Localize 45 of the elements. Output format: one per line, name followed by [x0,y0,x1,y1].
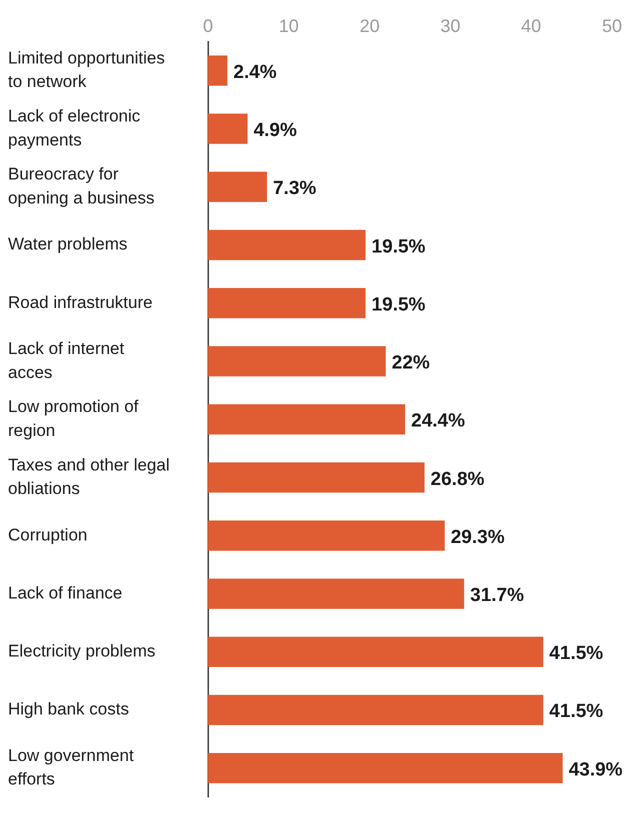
y-tick-label: Lack of finance [8,583,122,602]
y-tick-label: Road infrastrukture [8,292,153,312]
bar [208,404,406,435]
x-tick-label: 0 [202,16,214,36]
data-label: 19.5% [372,236,426,258]
bar [208,753,563,784]
bar [208,114,248,144]
data-label: 29.3% [450,526,505,548]
bar [208,288,366,318]
bar [208,520,445,551]
y-tick-label: Taxes and other legal obliations [8,455,170,498]
data-label: 26.8% [430,468,485,490]
x-tick-label: 50 [602,16,622,36]
bar [208,694,544,726]
x-tick-label: 40 [521,16,542,36]
y-tick-label: High bank costs [8,700,129,719]
data-label: 41.5% [549,643,604,664]
bar [208,230,366,260]
data-label: 43.9% [568,759,623,780]
y-tick-label: Low promotion of region [8,397,139,440]
data-label: 4.9% [254,120,298,142]
y-tick-label: Bureocracy for opening a business [8,164,155,208]
y-tick-label: Electricity problems [8,642,156,661]
x-tick-label: 30 [440,16,460,36]
bar [208,578,464,609]
data-label: 31.7% [470,585,524,606]
data-label: 24.4% [411,410,466,432]
x-tick-label: 20 [360,16,380,36]
bar [208,172,267,202]
y-tick-label: Lack of electronic payments [8,106,141,150]
y-tick-label: Lack of internet acces [8,339,125,382]
y-tick-label: Low government efforts [8,746,134,789]
data-label: 22% [392,352,430,374]
data-label: 19.5% [372,294,426,316]
bar [208,56,228,86]
data-label: 7.3% [272,178,316,200]
bar [208,462,425,493]
data-label: 41.5% [549,701,604,722]
y-tick-label: Corruption [8,525,88,544]
bar [208,636,544,668]
data-label: 2.4% [233,62,277,83]
y-tick-label: Water problems [8,234,128,254]
x-tick-label: 10 [278,16,299,36]
bar [208,346,386,376]
y-tick-label: Limited opportunities to network [8,48,165,92]
